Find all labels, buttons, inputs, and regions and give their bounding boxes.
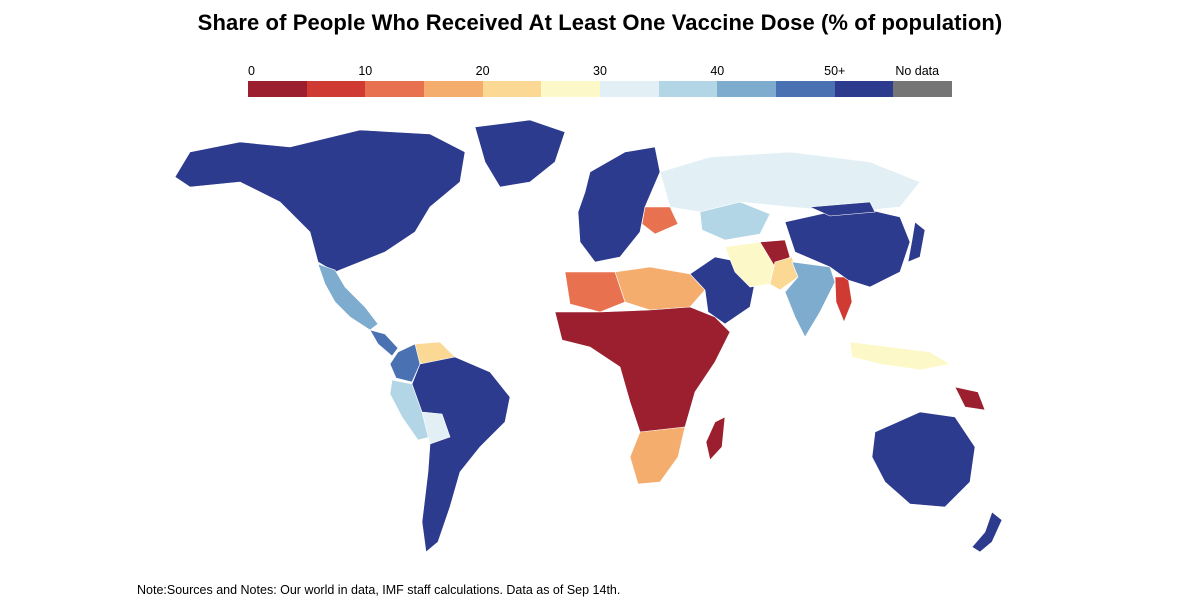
- region-mongolia: [808, 201, 876, 217]
- legend-label: 50+: [824, 64, 846, 78]
- legend-swatch: [424, 81, 483, 97]
- legend-label: No data: [895, 64, 940, 78]
- legend-label: 20: [475, 64, 490, 78]
- region-kazakhstan: [699, 201, 771, 241]
- region-sub-saharan-africa: [554, 306, 731, 433]
- legend-labels: 0 10 20 30 40 50+ No data: [248, 64, 952, 80]
- region-colombia: [389, 343, 421, 383]
- legend-swatch: [834, 81, 894, 97]
- region-indonesia: [849, 341, 951, 371]
- legend-label: 40: [710, 64, 725, 78]
- region-pakistan: [769, 256, 799, 291]
- legend-label: 30: [593, 64, 607, 78]
- legend-label: 0: [248, 64, 255, 78]
- region-ukraine: [641, 206, 679, 235]
- region-new-zealand: [971, 511, 1003, 553]
- region-algeria: [564, 271, 626, 313]
- color-legend: 0 10 20 30 40 50+ No data: [248, 64, 953, 98]
- region-myanmar: [834, 276, 853, 323]
- region-north-america: [174, 129, 466, 273]
- region-russia: [659, 151, 921, 213]
- chart-title: Share of People Who Received At Least On…: [197, 10, 1003, 35]
- region-papua-new-guinea: [954, 386, 986, 411]
- legend-swatch: [248, 81, 307, 97]
- region-north-africa: [614, 266, 706, 311]
- region-central-america: [369, 329, 399, 357]
- region-mexico: [317, 263, 379, 331]
- source-note: Note:Sources and Notes: Our world in dat…: [137, 583, 621, 597]
- legend-swatch: [541, 81, 601, 97]
- legend-swatch: [365, 81, 425, 97]
- world-map: [174, 119, 1003, 553]
- legend-label: 10: [358, 64, 373, 78]
- region-india: [784, 261, 836, 338]
- legend-swatch: [717, 81, 777, 97]
- legend-swatch: [600, 81, 659, 97]
- legend-swatch: [776, 81, 835, 97]
- region-japan: [907, 221, 926, 263]
- region-europe: [577, 146, 661, 263]
- legend-color-bar: [248, 81, 953, 97]
- legend-swatch: [658, 81, 718, 97]
- legend-swatch: [893, 81, 953, 97]
- region-south-america: [411, 356, 511, 553]
- region-southern-africa: [629, 426, 686, 485]
- legend-swatch: [482, 81, 542, 97]
- legend-swatch: [306, 81, 366, 97]
- region-madagascar: [705, 416, 726, 461]
- region-greenland: [474, 119, 566, 188]
- region-australia: [871, 411, 976, 508]
